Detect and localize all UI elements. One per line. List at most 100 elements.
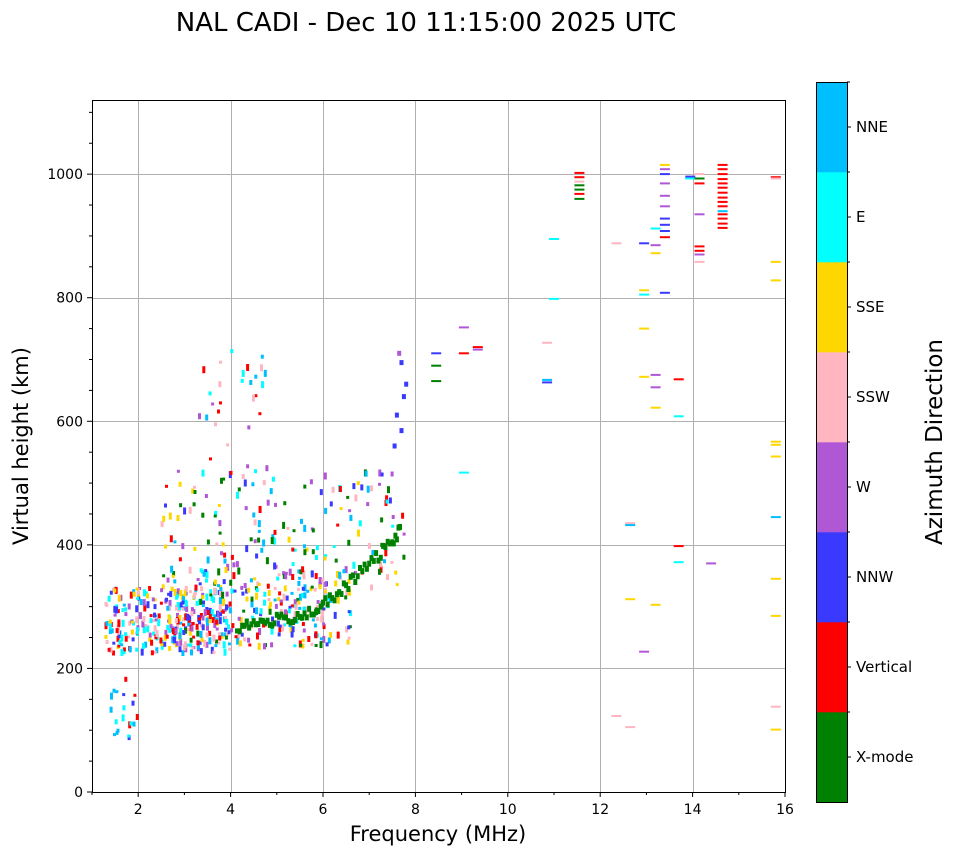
echo-point: [221, 591, 225, 599]
echo-point: [195, 600, 199, 606]
echo-point: [160, 588, 164, 593]
echo-point: [659, 236, 670, 239]
echo-point: [246, 464, 250, 469]
echo-point: [175, 641, 179, 647]
echo-point: [218, 520, 222, 527]
echo-point: [694, 213, 705, 216]
echo-point: [650, 252, 661, 255]
echo-point: [182, 617, 186, 622]
echo-point: [286, 526, 290, 530]
echo-point: [222, 599, 226, 606]
echo-point: [159, 601, 163, 605]
echo-point: [199, 598, 203, 605]
echo-point: [309, 611, 314, 618]
echo-point: [295, 611, 300, 617]
echo-point: [255, 588, 259, 593]
echo-point: [639, 293, 650, 296]
x-tick-label: 14: [684, 802, 702, 818]
echo-point: [394, 536, 399, 543]
echo-point: [221, 610, 225, 614]
echo-point: [770, 279, 781, 282]
echo-point: [205, 641, 209, 648]
echo-point: [230, 349, 234, 354]
echo-point: [717, 205, 728, 208]
echo-point: [458, 471, 469, 474]
echo-point: [334, 591, 339, 598]
echo-point: [254, 394, 258, 398]
echo-point: [345, 589, 349, 596]
echo-point: [162, 574, 166, 578]
echo-point: [165, 634, 169, 639]
echo-point: [204, 569, 208, 573]
echo-point: [307, 636, 311, 642]
echo-point: [385, 538, 390, 545]
echo-point: [188, 566, 192, 574]
echo-point: [263, 599, 266, 606]
echo-point: [256, 632, 259, 640]
echo-point: [717, 210, 728, 213]
echo-point: [301, 592, 305, 598]
echo-point: [166, 577, 170, 583]
echo-point: [161, 584, 165, 590]
echo-point: [347, 610, 351, 614]
echo-point: [346, 495, 350, 499]
echo-point: [255, 553, 259, 559]
echo-point: [301, 638, 305, 642]
echo-point: [256, 621, 261, 627]
echo-point: [274, 502, 277, 507]
echo-point: [176, 588, 180, 595]
echo-point: [251, 615, 255, 619]
colorbar-label: W: [856, 478, 871, 496]
echo-point: [639, 289, 650, 292]
echo-point: [362, 561, 367, 568]
echo-point: [348, 625, 352, 629]
echo-point: [302, 610, 307, 617]
echo-point: [148, 586, 152, 591]
echo-point: [232, 562, 236, 568]
echo-point: [148, 637, 152, 642]
echo-point: [358, 520, 362, 527]
echo-point: [319, 489, 323, 496]
echo-point: [283, 501, 287, 506]
colorbar-swatch: [816, 262, 847, 353]
echo-point: [303, 484, 307, 489]
echo-point: [122, 647, 126, 652]
echo-point: [250, 596, 254, 602]
echo-point: [229, 470, 233, 475]
echo-point: [182, 630, 186, 635]
echo-point: [176, 612, 179, 617]
echo-point: [162, 515, 166, 522]
echo-point: [153, 598, 157, 602]
echo-point: [151, 597, 155, 602]
echo-point: [659, 230, 670, 232]
echo-point: [314, 631, 318, 639]
echo-point: [196, 630, 200, 637]
colorbar-swatch: [816, 352, 847, 443]
echo-point: [116, 609, 120, 614]
echo-point: [210, 595, 214, 602]
echo-point: [353, 570, 357, 575]
echo-point: [252, 394, 255, 402]
echo-point: [346, 639, 350, 645]
echo-point: [137, 593, 140, 598]
echo-point: [394, 412, 399, 418]
echo-point: [318, 603, 323, 610]
echo-point: [770, 728, 781, 731]
echo-point: [261, 381, 265, 389]
echo-point: [387, 486, 390, 494]
echo-point: [117, 644, 121, 648]
echo-point: [164, 629, 168, 637]
echo-point: [334, 558, 338, 563]
echo-point: [218, 531, 222, 535]
echo-point: [277, 573, 281, 577]
echo-point: [174, 626, 178, 630]
echo-point: [770, 443, 781, 446]
echo-point: [114, 719, 118, 725]
echo-point: [218, 604, 222, 611]
echo-point: [206, 539, 210, 545]
echo-point: [204, 494, 208, 498]
echo-point: [218, 632, 222, 636]
echo-point: [268, 608, 272, 615]
echo-point: [344, 582, 349, 589]
echo-point: [131, 700, 135, 706]
